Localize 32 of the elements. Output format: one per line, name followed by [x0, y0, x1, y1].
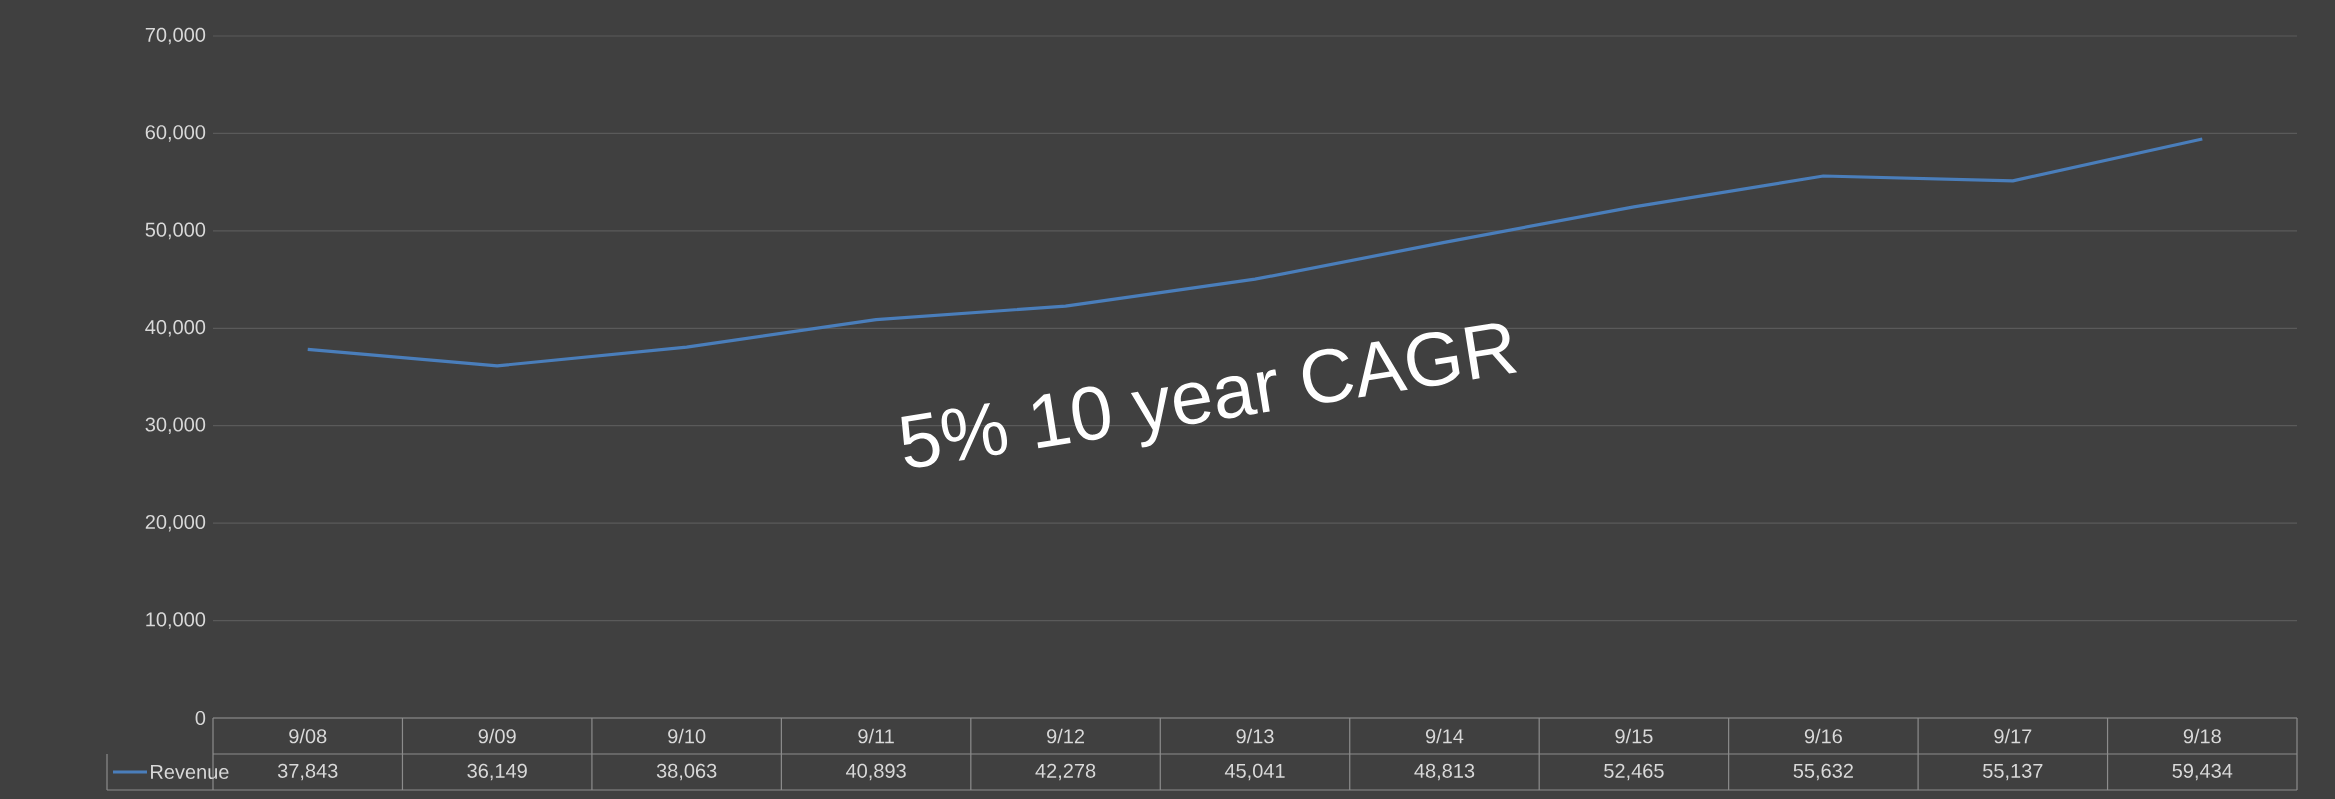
- data-label: 59,434: [2172, 763, 2233, 781]
- data-label: 42,278: [1035, 763, 1096, 781]
- x-tick-label: 9/10: [668, 728, 706, 744]
- x-tick-label: 9/12: [1047, 728, 1085, 744]
- y-tick-label: 30,000: [145, 417, 206, 434]
- x-tick-label: 9/14: [1425, 728, 1464, 744]
- x-tick-label: 9/11: [858, 728, 894, 744]
- data-label: 36,149: [467, 763, 527, 781]
- y-tick-label: 20,000: [145, 514, 206, 532]
- data-label: 52,465: [1604, 763, 1664, 781]
- y-tick-label: 60,000: [145, 125, 206, 142]
- y-tick-label: 40,000: [145, 320, 206, 337]
- legend-label: Revenue: [151, 765, 229, 779]
- x-tick-label: 9/15: [1615, 728, 1653, 744]
- data-label: 48,813: [1414, 763, 1475, 781]
- data-label: 38,063: [656, 763, 717, 781]
- y-tick-label: 70,000: [145, 27, 206, 45]
- y-tick-label: 50,000: [145, 222, 206, 240]
- data-label: 55,632: [1793, 763, 1853, 781]
- x-tick-label: 9/17: [1994, 728, 2032, 744]
- data-label: 37,843: [277, 763, 338, 781]
- data-label: 55,137: [1983, 763, 2043, 781]
- y-tick-label: 10,000: [146, 612, 206, 629]
- data-label: 40,893: [845, 763, 906, 781]
- x-tick-label: 9/09: [478, 728, 516, 744]
- x-tick-label: 9/08: [289, 728, 327, 744]
- y-tick-label: 0: [195, 710, 206, 726]
- x-tick-label: 9/16: [1804, 728, 1842, 744]
- x-tick-label: 9/18: [2183, 728, 2221, 744]
- data-label: 45,041: [1224, 763, 1285, 781]
- annotation: 5% 10 year CAGR: [901, 323, 1518, 468]
- x-tick-label: 9/13: [1236, 728, 1274, 744]
